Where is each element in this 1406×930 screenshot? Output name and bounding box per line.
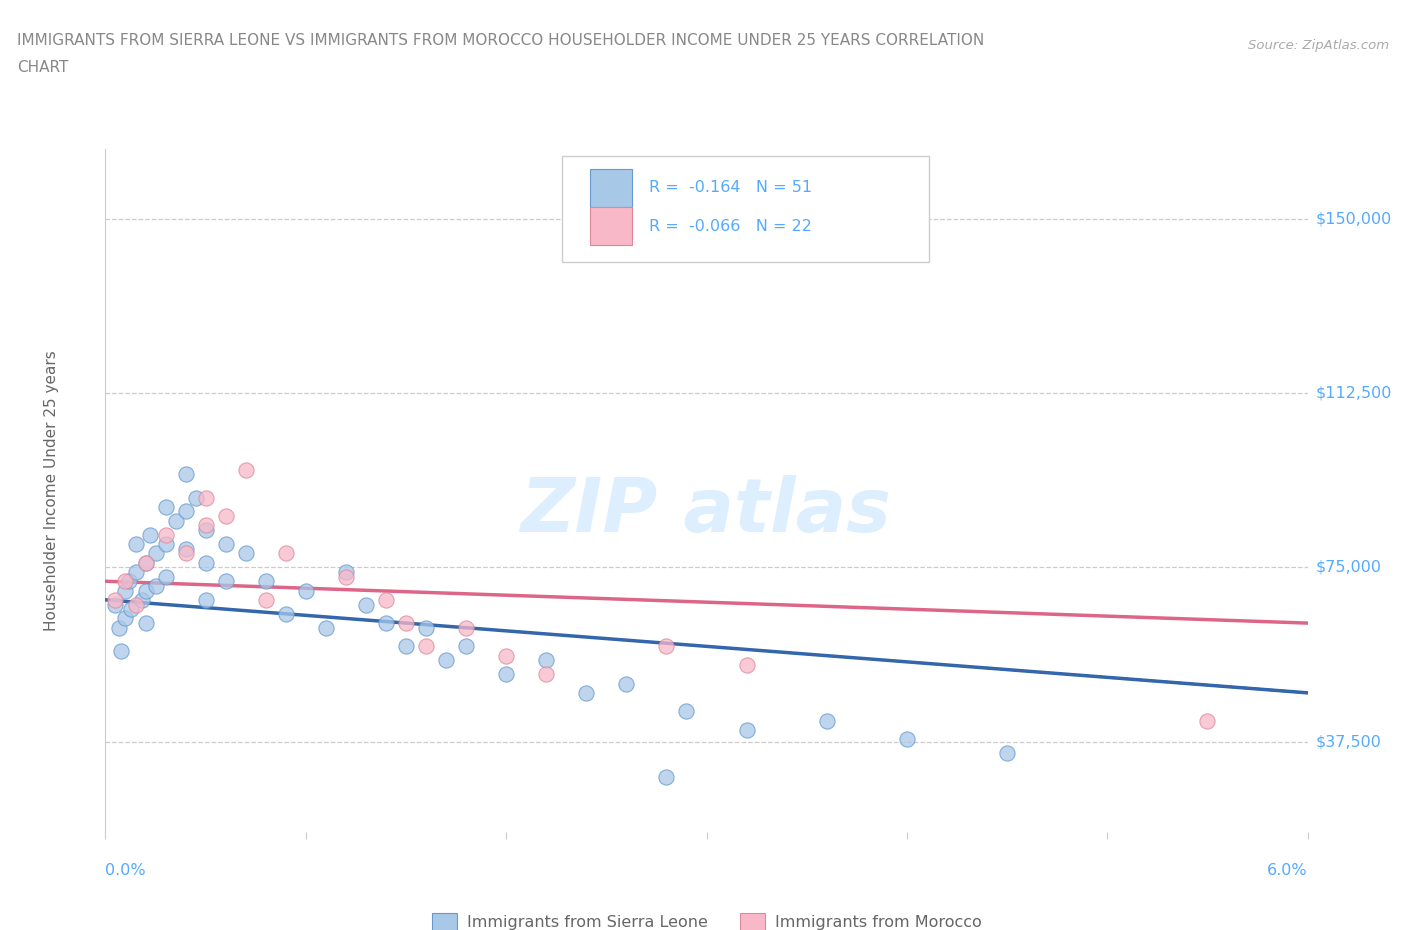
Text: $75,000: $75,000 — [1316, 560, 1382, 575]
Point — [138, 527, 160, 542]
Point — [434, 653, 457, 668]
Point — [135, 616, 157, 631]
Point — [108, 620, 131, 635]
Point — [194, 555, 217, 570]
Point — [616, 676, 638, 691]
Point — [135, 555, 157, 570]
FancyBboxPatch shape — [591, 169, 631, 206]
Point — [415, 639, 437, 654]
Point — [374, 592, 398, 607]
Point — [114, 611, 136, 626]
Point — [155, 527, 177, 542]
Point — [675, 704, 697, 719]
Point — [174, 546, 197, 561]
Point — [184, 490, 207, 505]
Text: ZIP atlas: ZIP atlas — [522, 474, 891, 548]
Point — [335, 565, 357, 579]
Point — [114, 583, 136, 598]
Point — [118, 574, 141, 589]
Text: 0.0%: 0.0% — [105, 863, 146, 878]
Point — [495, 648, 517, 663]
Text: R =  -0.066   N = 22: R = -0.066 N = 22 — [648, 219, 811, 233]
Legend: Immigrants from Sierra Leone, Immigrants from Morocco: Immigrants from Sierra Leone, Immigrants… — [425, 907, 988, 930]
Point — [315, 620, 337, 635]
Point — [145, 546, 167, 561]
Point — [214, 509, 236, 524]
Point — [174, 467, 197, 482]
Point — [165, 513, 187, 528]
Point — [534, 653, 557, 668]
Point — [124, 537, 146, 551]
Point — [335, 569, 357, 584]
Point — [374, 616, 398, 631]
Point — [495, 667, 517, 682]
Text: R =  -0.164   N = 51: R = -0.164 N = 51 — [648, 180, 811, 195]
Point — [235, 546, 257, 561]
Point — [194, 592, 217, 607]
Text: Householder Income Under 25 years: Householder Income Under 25 years — [44, 351, 59, 631]
Text: IMMIGRANTS FROM SIERRA LEONE VS IMMIGRANTS FROM MOROCCO HOUSEHOLDER INCOME UNDER: IMMIGRANTS FROM SIERRA LEONE VS IMMIGRAN… — [17, 33, 984, 47]
Point — [354, 597, 377, 612]
Point — [174, 504, 197, 519]
Point — [575, 685, 598, 700]
Point — [655, 639, 678, 654]
Point — [415, 620, 437, 635]
Point — [104, 592, 127, 607]
Point — [194, 490, 217, 505]
FancyBboxPatch shape — [562, 155, 929, 261]
Point — [655, 769, 678, 784]
Point — [124, 565, 146, 579]
Point — [395, 616, 418, 631]
Point — [254, 574, 277, 589]
Point — [454, 620, 477, 635]
Text: Source: ZipAtlas.com: Source: ZipAtlas.com — [1249, 39, 1389, 52]
Text: $150,000: $150,000 — [1316, 211, 1392, 226]
Point — [155, 537, 177, 551]
Point — [274, 546, 297, 561]
Point — [295, 583, 318, 598]
Point — [135, 583, 157, 598]
Point — [114, 574, 136, 589]
Point — [254, 592, 277, 607]
Text: $37,500: $37,500 — [1316, 734, 1382, 750]
Point — [214, 574, 236, 589]
Point — [174, 541, 197, 556]
Point — [110, 644, 132, 658]
Point — [534, 667, 557, 682]
Point — [815, 713, 838, 728]
Point — [131, 592, 153, 607]
Point — [194, 523, 217, 538]
Point — [214, 537, 236, 551]
Point — [155, 569, 177, 584]
Point — [995, 746, 1018, 761]
Point — [124, 597, 146, 612]
Point — [145, 578, 167, 593]
Point — [155, 499, 177, 514]
Point — [235, 462, 257, 477]
Point — [395, 639, 418, 654]
Text: 6.0%: 6.0% — [1267, 863, 1308, 878]
Point — [135, 555, 157, 570]
Point — [735, 658, 758, 672]
Text: $112,500: $112,500 — [1316, 385, 1392, 401]
Point — [1197, 713, 1219, 728]
Point — [121, 602, 143, 617]
Text: CHART: CHART — [17, 60, 69, 75]
Point — [735, 723, 758, 737]
Point — [274, 606, 297, 621]
Point — [194, 518, 217, 533]
FancyBboxPatch shape — [591, 207, 631, 245]
Point — [454, 639, 477, 654]
Point — [896, 732, 918, 747]
Point — [104, 597, 127, 612]
